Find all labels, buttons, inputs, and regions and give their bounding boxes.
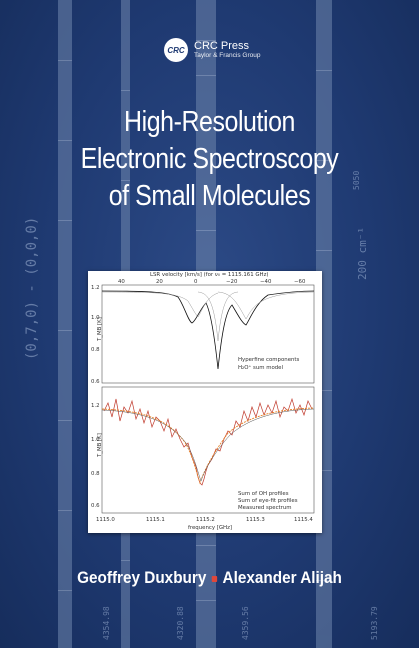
publisher-group: Taylor & Francis Group	[194, 52, 261, 60]
x-tick-label: 1115.1	[146, 517, 165, 523]
number-decoration: 5193.79	[370, 606, 379, 640]
lower-y-tick: 0.6	[91, 503, 100, 509]
top-tick-label: 0	[194, 279, 198, 285]
x-tick-label: 1115.4	[294, 517, 313, 523]
lower-y-tick: 1.0	[91, 437, 100, 443]
upper-y-tick: 0.6	[91, 379, 100, 385]
top-tick-label: 40	[118, 279, 125, 285]
title-line-3: of Small Molecules	[108, 180, 311, 212]
number-decoration: 4354.98	[102, 606, 111, 640]
top-tick-label: −60	[294, 279, 306, 285]
measured-spectrum-line	[103, 397, 313, 486]
upper-panel-frame	[101, 284, 315, 384]
upper-y-tick: 0.8	[91, 347, 100, 353]
band-label-decoration: (0,7,0) - (0,0,0)	[24, 216, 40, 360]
hyperfine-component-curve	[217, 291, 315, 320]
hyperfine-component-curve	[197, 291, 239, 342]
number-decoration: 4359.56	[241, 606, 250, 640]
x-tick-label: 1115.2	[196, 517, 215, 523]
upper-y-tick: 1.0	[91, 315, 100, 321]
lower-legend-entry: Sum of eye-fit profiles	[238, 498, 298, 504]
top-tick-label: −40	[260, 279, 272, 285]
title-line-1: High-Resolution	[123, 106, 295, 138]
eye-fit-profile-curve	[101, 407, 315, 485]
author-name: Geoffrey Duxbury	[77, 568, 207, 587]
lower-y-tick: 0.8	[91, 471, 100, 477]
top-axis-label: LSR velocity [km/s] (for ν₀ = 1115.161 G…	[150, 272, 269, 278]
spectral-strip	[58, 0, 72, 648]
hyperfine-component-curve	[101, 291, 219, 318]
x-axis-label: frequency [GHz]	[188, 525, 232, 531]
lower-y-label: T_MB [K]	[97, 433, 103, 458]
lower-legend-entry: Measured spectrum	[238, 505, 292, 511]
lower-y-tick: 1.2	[91, 403, 100, 409]
top-tick-label: −20	[226, 279, 238, 285]
authors-line: Geoffrey Duxbury Alexander Alijah	[21, 568, 398, 588]
separator-dot-icon	[211, 575, 218, 582]
lower-panel-frame	[101, 386, 315, 514]
upper-y-label: T_MB [K]	[97, 317, 103, 342]
sum-model-curve	[101, 290, 315, 370]
publisher-block: CRC CRC Press Taylor & Francis Group	[164, 38, 260, 62]
lower-legend-entry: Sum of OH profiles	[238, 491, 289, 497]
wavenumber-decoration: 200 cm⁻¹	[356, 227, 369, 280]
oh-profile-curve	[101, 408, 315, 482]
publisher-name: CRC Press	[194, 40, 250, 53]
crc-logo-icon: CRC	[164, 38, 188, 62]
upper-legend-entry: H₂O⁺ sum model	[238, 364, 283, 371]
upper-y-tick: 1.2	[91, 285, 100, 291]
x-tick-label: 1115.3	[246, 517, 265, 523]
title-line-2: Electronic Spectroscopy	[80, 143, 339, 175]
spectrum-figure: LSR velocity [km/s] (for ν₀ = 1115.161 G…	[88, 271, 322, 533]
spectrum-plot: LSR velocity [km/s] (for ν₀ = 1115.161 G…	[91, 272, 315, 531]
top-tick-label: 20	[156, 279, 163, 285]
upper-legend-entry: Hyperfine components	[238, 357, 300, 363]
x-tick-label: 1115.0	[96, 517, 115, 523]
number-decoration: 4320.88	[176, 606, 185, 640]
book-title: High-Resolution Electronic Spectroscopy …	[29, 104, 389, 215]
author-name: Alexander Alijah	[222, 568, 342, 587]
